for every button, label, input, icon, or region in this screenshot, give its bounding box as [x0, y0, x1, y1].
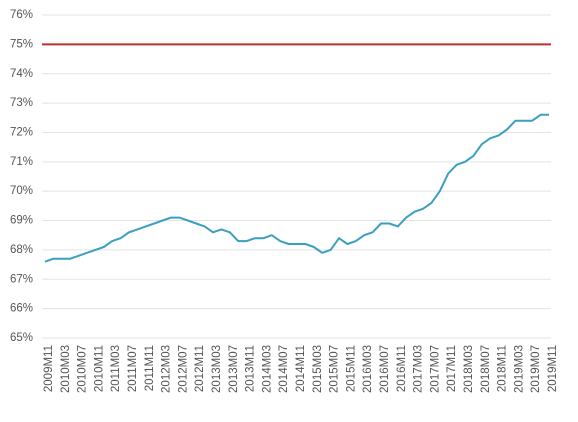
- x-tick-label: 2014M03: [261, 345, 273, 393]
- x-tick-label: 2013M11: [245, 345, 257, 392]
- x-tick-label: 2019M03: [513, 345, 525, 393]
- x-tick-label: 2011M03: [110, 345, 122, 392]
- x-tick-label: 2009M11: [43, 345, 55, 392]
- y-tick-label: 74%: [10, 68, 33, 80]
- x-tick-label: 2010M07: [77, 345, 89, 393]
- y-tick-label: 71%: [10, 156, 33, 168]
- x-tick-label: 2018M07: [480, 345, 492, 393]
- x-tick-label: 2013M07: [228, 345, 240, 393]
- x-tick-label: 2012M11: [194, 345, 206, 392]
- y-tick-label: 67%: [10, 273, 33, 285]
- y-tick-label: 69%: [10, 215, 33, 227]
- x-tick-label: 2015M11: [345, 345, 357, 392]
- y-tick-label: 65%: [10, 332, 33, 344]
- x-tick-label: 2017M07: [429, 345, 441, 393]
- y-tick-label: 72%: [10, 126, 33, 138]
- x-tick-label: 2012M07: [177, 345, 189, 393]
- x-tick-label: 2019M07: [530, 345, 542, 393]
- x-tick-label: 2014M11: [295, 345, 307, 392]
- x-tick-label: 2019M11: [547, 345, 559, 392]
- x-tick-label: 2010M11: [93, 345, 105, 392]
- x-tick-label: 2018M11: [497, 345, 509, 392]
- x-tick-label: 2018M03: [463, 345, 475, 393]
- x-tick-label: 2011M11: [144, 345, 156, 391]
- y-tick-label: 76%: [10, 9, 33, 21]
- y-tick-label: 68%: [10, 244, 33, 256]
- x-tick-label: 2017M03: [413, 345, 425, 393]
- x-tick-label: 2012M03: [161, 345, 173, 393]
- y-tick-label: 70%: [10, 185, 33, 197]
- x-tick-label: 2017M11: [446, 345, 458, 392]
- y-tick-label: 73%: [10, 97, 33, 109]
- x-tick-label: 2016M11: [396, 345, 408, 392]
- x-tick-label: 2011M07: [127, 345, 139, 392]
- x-tick-label: 2013M03: [211, 345, 223, 393]
- x-tick-label: 2015M03: [312, 345, 324, 393]
- x-tick-label: 2016M03: [362, 345, 374, 393]
- y-tick-label: 75%: [10, 38, 33, 50]
- x-tick-label: 2010M03: [60, 345, 72, 393]
- y-tick-label: 66%: [10, 303, 33, 315]
- x-tick-label: 2016M07: [379, 345, 391, 393]
- x-tick-label: 2015M07: [329, 345, 341, 393]
- data-line: [44, 113, 549, 263]
- x-tick-label: 2014M07: [278, 345, 290, 393]
